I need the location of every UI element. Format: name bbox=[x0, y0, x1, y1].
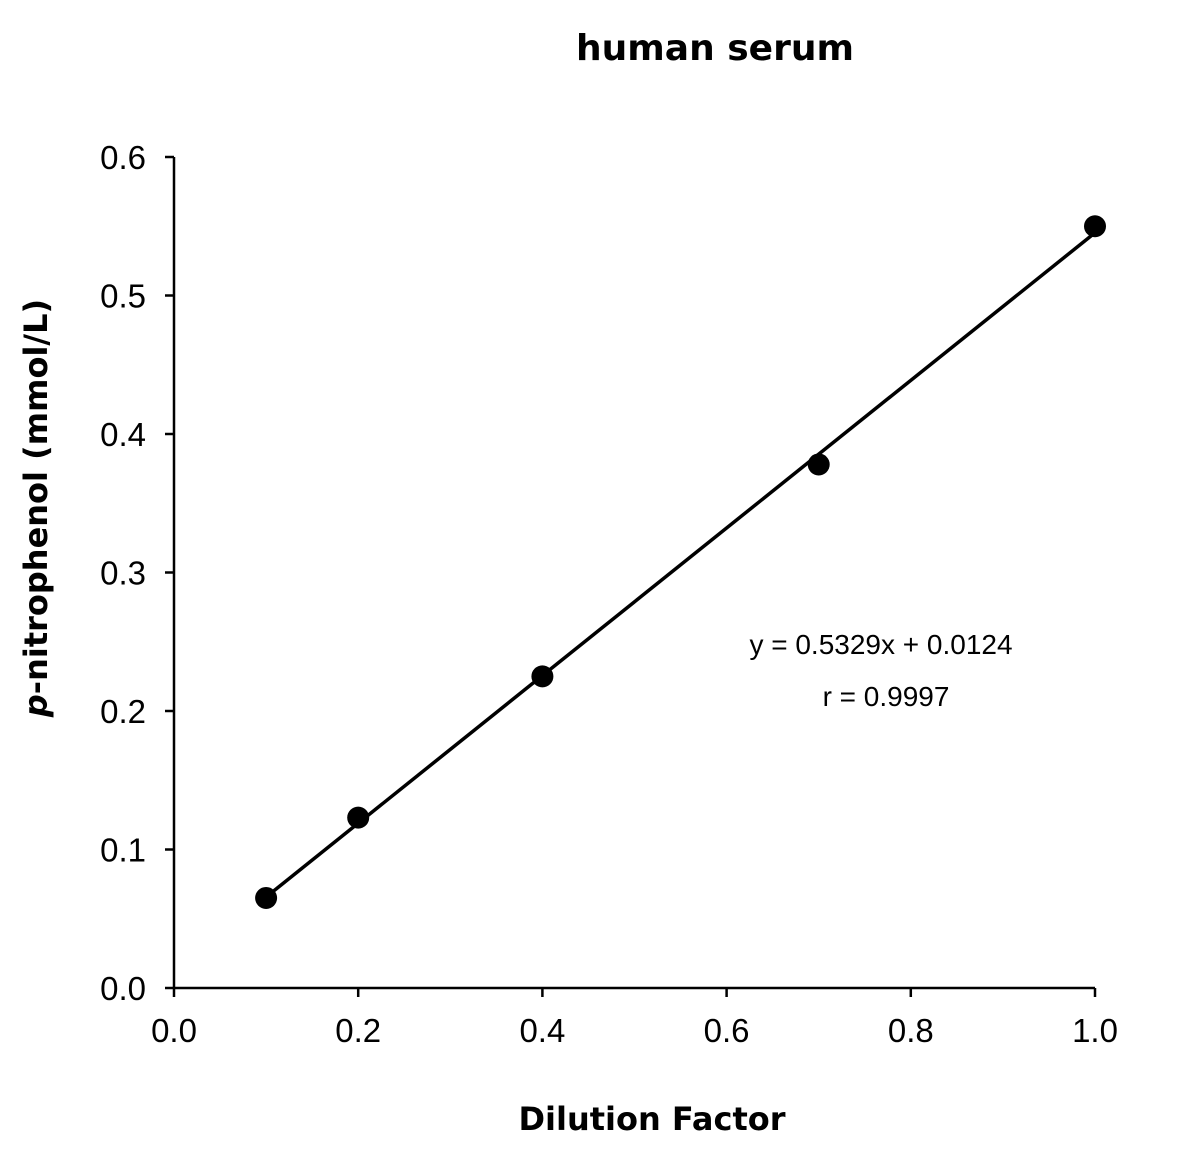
y-axis-label-rest: -nitrophenol (mmol/L) bbox=[17, 299, 55, 694]
y-axis-label-italic: p bbox=[17, 694, 55, 718]
data-point bbox=[1084, 215, 1106, 238]
data-point bbox=[531, 665, 554, 688]
y-ticks: 0.0 0.1 0.2 0.3 0.4 0.5 0.6 bbox=[100, 139, 174, 1007]
x-tick-label: 0.8 bbox=[888, 1012, 934, 1049]
x-ticks: 0.0 0.2 0.4 0.6 0.8 1.0 bbox=[151, 988, 1118, 1049]
x-tick-label: 1.0 bbox=[1072, 1012, 1118, 1049]
y-tick-label: 0.6 bbox=[100, 139, 146, 176]
y-tick-label: 0.2 bbox=[100, 693, 146, 730]
data-point bbox=[807, 453, 830, 476]
x-tick-label: 0.6 bbox=[704, 1012, 750, 1049]
correlation-coefficient: r = 0.9997 bbox=[823, 681, 950, 712]
trendline bbox=[265, 231, 1097, 899]
trendline-equation: y = 0.5329x + 0.0124 bbox=[749, 629, 1012, 660]
x-tick-label: 0.4 bbox=[519, 1012, 565, 1049]
x-axis-label: Dilution Factor bbox=[518, 1100, 785, 1138]
data-points bbox=[255, 215, 1106, 909]
x-tick-label: 0.2 bbox=[335, 1012, 381, 1049]
y-tick-label: 0.3 bbox=[100, 555, 146, 592]
trendline-group bbox=[265, 231, 1097, 899]
x-tick-label: 0.0 bbox=[151, 1012, 197, 1049]
y-tick-label: 0.1 bbox=[100, 832, 146, 869]
svg-text:p-nitrophenol (mmol/L): p-nitrophenol (mmol/L) bbox=[17, 299, 55, 718]
y-tick-label: 0.4 bbox=[100, 416, 146, 453]
data-point bbox=[255, 886, 278, 909]
chart-title: human serum bbox=[576, 28, 854, 69]
data-point bbox=[347, 806, 370, 829]
y-tick-label: 0.5 bbox=[100, 278, 146, 315]
y-axis-label: p-nitrophenol (mmol/L) bbox=[17, 299, 55, 718]
axes bbox=[172, 157, 1095, 990]
y-tick-label: 0.0 bbox=[100, 970, 146, 1007]
